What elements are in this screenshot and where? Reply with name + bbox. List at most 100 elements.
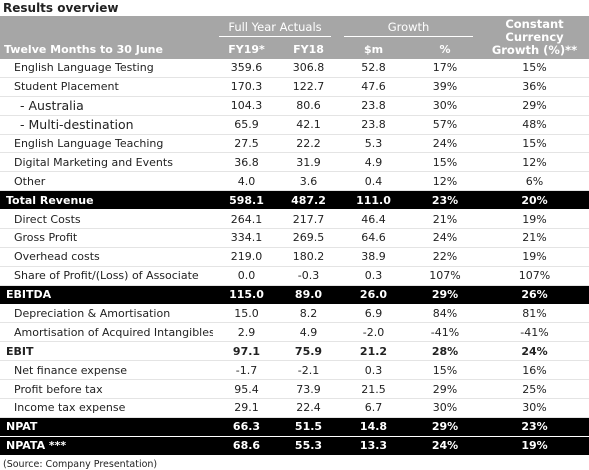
table-row: Depreciation & Amortisation 15.0 8.2 6.9 84%…: [0, 304, 589, 324]
header-group-text: Growth: [344, 20, 473, 37]
cell: 21%: [480, 228, 589, 248]
table-row: Digital Marketing and Events 36.8 31.9 4.9 1…: [0, 152, 589, 173]
cell: 30%: [410, 96, 481, 116]
cell: 6.9: [337, 304, 410, 324]
cell: 26%: [480, 285, 589, 305]
row-label: Income tax expense: [0, 398, 213, 418]
cell: 264.1: [213, 209, 280, 230]
cell: 29%: [410, 417, 481, 437]
cell: 42.1: [280, 115, 337, 135]
cell: 48%: [480, 115, 589, 135]
header-group: Growth: [337, 16, 481, 40]
header-group-text: Full Year Actuals: [219, 20, 331, 37]
cell: 55.3: [280, 436, 337, 456]
header-blank: [0, 16, 213, 40]
title: Results overview: [3, 1, 119, 15]
cell: 104.3: [213, 96, 280, 116]
cell: 36.8: [213, 152, 280, 173]
cell: 111.0: [337, 190, 410, 211]
header-column: $m: [337, 40, 410, 59]
table-row: - Multi-destination 65.9 42.1 23.8 57% 48%: [0, 115, 589, 135]
cell: 334.1: [213, 228, 280, 248]
cell: 23%: [480, 417, 589, 437]
cell: 29.1: [213, 398, 280, 418]
header-column: FY18: [280, 40, 337, 59]
cell: 24%: [410, 228, 481, 248]
cell: 16%: [480, 360, 589, 381]
table-row: Amortisation of Acquired Intangibles 2.9 4…: [0, 322, 589, 343]
cell: 6.7: [337, 398, 410, 418]
cell: 306.8: [280, 59, 337, 78]
cell: 269.5: [280, 228, 337, 248]
row-label: Amortisation of Acquired Intangibles: [0, 322, 213, 343]
table-row: English Language Testing 359.6 306.8 52.8 17…: [0, 59, 589, 78]
row-label: Student Placement: [0, 77, 213, 97]
cell: 15%: [480, 134, 589, 154]
cell: 29%: [410, 285, 481, 305]
cell: 47.6: [337, 77, 410, 97]
cell: 64.6: [337, 228, 410, 248]
table-row: Net finance expense -1.7 -2.1 0.3 15% 16%: [0, 360, 589, 381]
cell: 0.3: [337, 266, 410, 286]
header-group-row: Full Year Actuals Growth Constant Curren…: [0, 16, 589, 59]
cell: 30%: [480, 398, 589, 418]
cell: 0.3: [337, 360, 410, 381]
table-row: - Australia 104.3 80.6 23.8 30% 29%: [0, 96, 589, 116]
cell: 75.9: [280, 341, 337, 362]
cell: 81%: [480, 304, 589, 324]
row-label: Digital Marketing and Events: [0, 152, 213, 173]
cell: 21.5: [337, 379, 410, 400]
row-label: Gross Profit: [0, 228, 213, 248]
row-label: Depreciation & Amortisation: [0, 304, 213, 324]
cell: 51.5: [280, 417, 337, 437]
row-label: EBIT: [0, 341, 213, 362]
cell: 52.8: [337, 59, 410, 78]
cell: 359.6: [213, 59, 280, 78]
cell: 15%: [410, 360, 481, 381]
cell: 68.6: [213, 436, 280, 456]
cell: 65.9: [213, 115, 280, 135]
cell: 24%: [480, 341, 589, 362]
cell: -2.0: [337, 322, 410, 343]
row-label: - Australia: [0, 96, 213, 116]
table-row: Share of Profit/(Loss) of Associate 0.0 -0…: [0, 266, 589, 286]
row-label: Direct Costs: [0, 209, 213, 230]
cell: 20%: [480, 190, 589, 211]
cell: 219.0: [213, 247, 280, 267]
source-note: (Source: Company Presentation): [3, 458, 158, 470]
cell: 12%: [410, 171, 481, 192]
table-row: Profit before tax 95.4 73.9 21.5 29% 25%: [0, 379, 589, 400]
row-label: - Multi-destination: [0, 115, 213, 135]
cell: 107%: [480, 266, 589, 286]
cell: 6%: [480, 171, 589, 192]
table-row: Total Revenue 598.1 487.2 111.0 23% 20%: [0, 190, 589, 211]
cell: 115.0: [213, 285, 280, 305]
cell: 25%: [480, 379, 589, 400]
table-body: Full Year Actuals Growth Constant Curren…: [0, 16, 589, 456]
header-group: Constant Currency Growth (%)**: [480, 16, 589, 59]
cell: -1.7: [213, 360, 280, 381]
cell: 73.9: [280, 379, 337, 400]
cell: 24%: [410, 436, 481, 456]
row-label: EBITDA: [0, 285, 213, 305]
cell: 21.2: [337, 341, 410, 362]
table-row: Gross Profit 334.1 269.5 64.6 24% 21%: [0, 228, 589, 248]
table-row: NPAT 66.3 51.5 14.8 29% 23%: [0, 417, 589, 437]
cell: 15.0: [213, 304, 280, 324]
cell: 180.2: [280, 247, 337, 267]
cell: 598.1: [213, 190, 280, 211]
cell: -2.1: [280, 360, 337, 381]
row-label: English Language Teaching: [0, 134, 213, 154]
cell: 19%: [480, 436, 589, 456]
cell: 17%: [410, 59, 481, 78]
cell: 3.6: [280, 171, 337, 192]
header-column: %: [410, 40, 481, 59]
cell: 84%: [410, 304, 481, 324]
cell: 31.9: [280, 152, 337, 173]
cell: 21%: [410, 209, 481, 230]
row-label: English Language Testing: [0, 59, 213, 78]
table-row: Overhead costs 219.0 180.2 38.9 22% 19%: [0, 247, 589, 267]
cell: 4.0: [213, 171, 280, 192]
cell: 26.0: [337, 285, 410, 305]
cell: 66.3: [213, 417, 280, 437]
